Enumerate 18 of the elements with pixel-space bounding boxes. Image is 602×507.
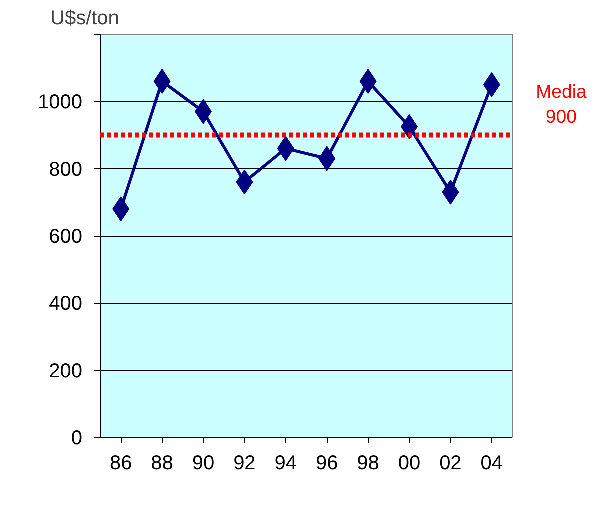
y-tick-label: 200 bbox=[49, 360, 83, 382]
x-tick-label: 92 bbox=[234, 452, 256, 474]
x-tick-label: 98 bbox=[357, 452, 380, 474]
x-tick-label: 86 bbox=[110, 452, 132, 474]
x-tick-label: 96 bbox=[316, 452, 338, 474]
x-tick-label: 04 bbox=[480, 452, 504, 474]
ref-line-label: Media 900 bbox=[536, 81, 588, 128]
x-tick-label: 00 bbox=[398, 452, 421, 474]
x-tick-label: 88 bbox=[151, 452, 174, 474]
x-tick-label: 02 bbox=[440, 452, 462, 474]
y-tick-label: 1000 bbox=[38, 92, 83, 114]
y-tick-label: 0 bbox=[71, 428, 82, 450]
y-tick-label: 600 bbox=[49, 226, 83, 248]
x-tick-label: 94 bbox=[274, 452, 298, 474]
y-tick-label: 400 bbox=[49, 293, 83, 316]
x-tick-label: 90 bbox=[192, 452, 215, 474]
y-axis-title: U$s/ton bbox=[50, 8, 120, 30]
y-tick-label: 800 bbox=[49, 158, 83, 181]
